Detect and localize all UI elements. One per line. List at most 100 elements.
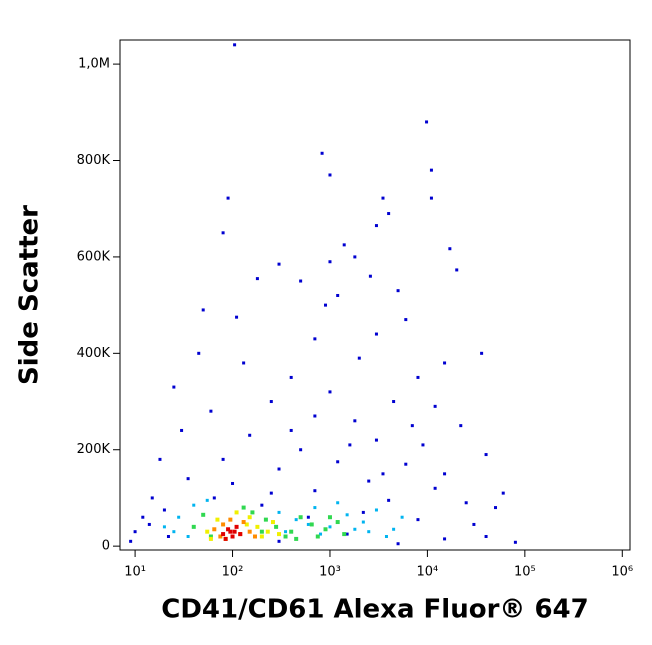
point (328, 525, 332, 529)
point (277, 539, 281, 543)
point (320, 151, 324, 155)
point (133, 530, 137, 534)
point (162, 525, 166, 529)
point (455, 268, 459, 272)
x-tick-label: 10³ (319, 565, 341, 580)
y-tick-label: 400K (77, 346, 111, 361)
point (374, 332, 378, 336)
point (387, 498, 391, 502)
point (472, 522, 476, 526)
point (284, 530, 288, 534)
point (416, 375, 420, 379)
point (328, 390, 332, 394)
point (353, 419, 357, 423)
point (342, 532, 347, 537)
point (212, 527, 217, 532)
point (396, 542, 400, 546)
point (336, 501, 340, 505)
point (192, 503, 196, 507)
point (494, 506, 498, 510)
point (429, 196, 433, 200)
point (400, 515, 404, 519)
points (129, 43, 517, 546)
y-tick-label: 600K (77, 249, 111, 264)
x-tick-label: 10⁴ (417, 565, 439, 580)
point (433, 404, 437, 408)
point (381, 196, 385, 200)
point (357, 356, 361, 360)
x-tick-label: 10⁵ (514, 565, 536, 580)
point (232, 529, 237, 534)
point (221, 457, 225, 461)
point (221, 532, 226, 537)
point (201, 308, 205, 312)
point (234, 510, 239, 515)
point (381, 472, 385, 476)
point (226, 527, 231, 532)
point (342, 243, 346, 247)
point (353, 527, 357, 531)
point (513, 540, 517, 544)
point (233, 43, 237, 47)
point (348, 443, 352, 447)
point (242, 361, 246, 365)
point (247, 529, 252, 534)
point (147, 522, 151, 526)
point (306, 522, 310, 526)
point (374, 508, 378, 512)
point (274, 524, 279, 529)
point (368, 274, 372, 278)
point (215, 517, 220, 522)
point (294, 536, 299, 541)
point (404, 318, 408, 322)
point (234, 524, 239, 529)
point (221, 522, 226, 527)
point (162, 508, 166, 512)
point (208, 534, 213, 539)
point (277, 262, 281, 266)
point (289, 428, 293, 432)
point (374, 224, 378, 228)
point (404, 462, 408, 466)
point (459, 424, 463, 428)
point (252, 534, 257, 539)
point (328, 173, 332, 177)
point (425, 120, 429, 124)
y-tick-label: 800K (77, 153, 111, 168)
point (255, 524, 260, 529)
point (269, 400, 273, 404)
point (374, 438, 378, 442)
point (416, 518, 420, 522)
point (464, 501, 468, 505)
point (484, 453, 488, 457)
point (392, 400, 396, 404)
point (324, 303, 328, 307)
y-tick-label: 200K (77, 442, 111, 457)
point (309, 522, 314, 527)
point (367, 479, 371, 483)
point (270, 520, 275, 525)
point (327, 515, 332, 520)
point (367, 530, 371, 534)
point (448, 247, 452, 251)
point (228, 529, 233, 534)
point (313, 337, 317, 341)
point (158, 457, 162, 461)
point (289, 529, 294, 534)
point (387, 212, 391, 216)
point (361, 520, 365, 524)
point (186, 535, 190, 539)
y-tick-label: 0 (102, 539, 110, 554)
point (186, 477, 190, 481)
point (283, 534, 288, 539)
point (150, 496, 154, 500)
point (235, 315, 239, 319)
point (345, 532, 349, 536)
point (238, 532, 243, 537)
point (244, 522, 249, 527)
point (361, 510, 365, 514)
point (289, 375, 293, 379)
point (230, 534, 235, 539)
point (241, 505, 246, 510)
